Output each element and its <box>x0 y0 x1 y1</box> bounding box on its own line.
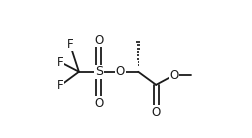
Text: F: F <box>57 79 63 92</box>
Text: O: O <box>115 65 124 78</box>
Text: F: F <box>57 56 63 69</box>
Text: O: O <box>169 69 178 82</box>
Text: S: S <box>94 65 103 78</box>
Text: O: O <box>94 34 103 47</box>
Text: F: F <box>66 38 73 51</box>
Text: O: O <box>94 97 103 110</box>
Text: O: O <box>151 106 160 119</box>
